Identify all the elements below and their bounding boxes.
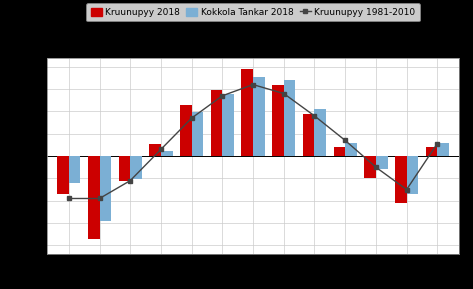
Bar (161, 151, 173, 156)
Bar (333, 147, 345, 156)
Bar (253, 77, 265, 156)
Bar (69, 156, 80, 183)
Bar (88, 156, 99, 239)
Bar (222, 94, 234, 156)
Bar (119, 156, 130, 181)
Bar (149, 144, 161, 156)
Bar (284, 80, 296, 156)
Bar (99, 156, 111, 221)
Bar (407, 156, 418, 194)
Bar (345, 143, 357, 156)
Bar (438, 143, 449, 156)
Bar (192, 112, 203, 156)
Bar (376, 156, 387, 169)
Bar (130, 156, 142, 179)
Bar (364, 156, 376, 178)
Bar (180, 105, 192, 156)
Bar (303, 114, 315, 156)
Bar (395, 156, 407, 203)
Bar (272, 85, 284, 156)
Bar (57, 156, 69, 194)
Bar (210, 90, 222, 156)
Legend: Kruunupyy 2018, Kokkola Tankar 2018, Kruunupyy 1981-2010: Kruunupyy 2018, Kokkola Tankar 2018, Kru… (86, 3, 420, 21)
Bar (426, 147, 438, 156)
Bar (241, 69, 253, 156)
Bar (315, 109, 326, 156)
